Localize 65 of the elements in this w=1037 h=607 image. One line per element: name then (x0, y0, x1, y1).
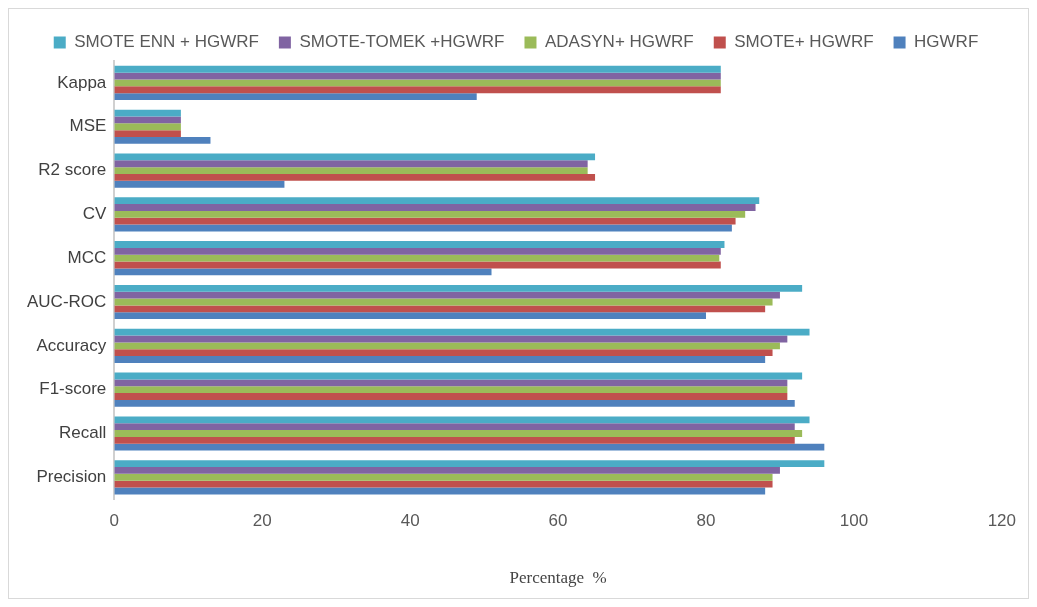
bar (114, 130, 181, 137)
bar (114, 443, 825, 451)
bar (114, 247, 721, 255)
x-tick-label: 60 (548, 511, 568, 531)
legend-label: SMOTE-TOMEK +HGWRF (299, 32, 505, 52)
bar (114, 167, 588, 174)
y-tick-label: Kappa (57, 72, 107, 92)
x-tick-label: 120 (987, 511, 1017, 531)
bar (114, 356, 766, 363)
legend-label: SMOTE ENN + HGWRF (74, 32, 259, 52)
bar (114, 173, 596, 181)
y-tick-label: Precision (36, 466, 107, 486)
bar (114, 473, 773, 481)
bar (114, 197, 760, 205)
bar (114, 436, 795, 444)
bar (114, 136, 211, 144)
bar (114, 342, 780, 350)
bar (114, 65, 721, 73)
bar (114, 153, 596, 161)
bar (114, 430, 803, 437)
y-tick-label: R2 score (38, 160, 107, 180)
x-tick-label: 100 (839, 511, 869, 531)
y-tick-label: CV (82, 204, 107, 224)
bar (114, 79, 721, 87)
bar (114, 116, 181, 124)
legend-label: SMOTE+ HGWRF (734, 32, 874, 52)
y-tick-label: MSE (69, 116, 107, 136)
bar (114, 480, 773, 488)
bar (114, 268, 492, 276)
bar (114, 204, 756, 211)
bar (114, 93, 477, 100)
bar (114, 467, 780, 474)
y-tick-label: Accuracy (36, 335, 107, 355)
x-axis-title: Percentage % (509, 568, 607, 588)
bar (114, 241, 725, 248)
bar (114, 312, 706, 320)
legend-label: ADASYN+ HGWRF (544, 32, 694, 52)
bar (114, 393, 788, 400)
x-tick-label: 40 (400, 511, 420, 531)
bar (114, 217, 736, 225)
bar (114, 254, 720, 262)
legend-label: HGWRF (914, 32, 979, 52)
bar (114, 416, 810, 424)
bar (114, 284, 803, 292)
bar (114, 349, 773, 357)
y-tick-label: Recall (59, 423, 107, 443)
bar (114, 423, 795, 431)
bar (114, 86, 721, 94)
bar (114, 210, 746, 218)
x-tick-label: 80 (696, 511, 716, 531)
bar (114, 305, 766, 313)
bar (114, 386, 788, 394)
bar (114, 291, 780, 299)
bar (114, 123, 181, 131)
bar (114, 180, 285, 188)
bar (114, 160, 588, 168)
y-tick-label: AUC-ROC (26, 291, 107, 311)
x-tick-label: 20 (252, 511, 272, 531)
y-tick-label: MCC (67, 247, 107, 267)
bar (114, 379, 788, 387)
x-tick-label: 0 (109, 511, 120, 531)
bar (114, 460, 825, 468)
bar (114, 328, 810, 336)
y-tick-label: F1-score (39, 379, 107, 399)
bar (114, 399, 795, 407)
